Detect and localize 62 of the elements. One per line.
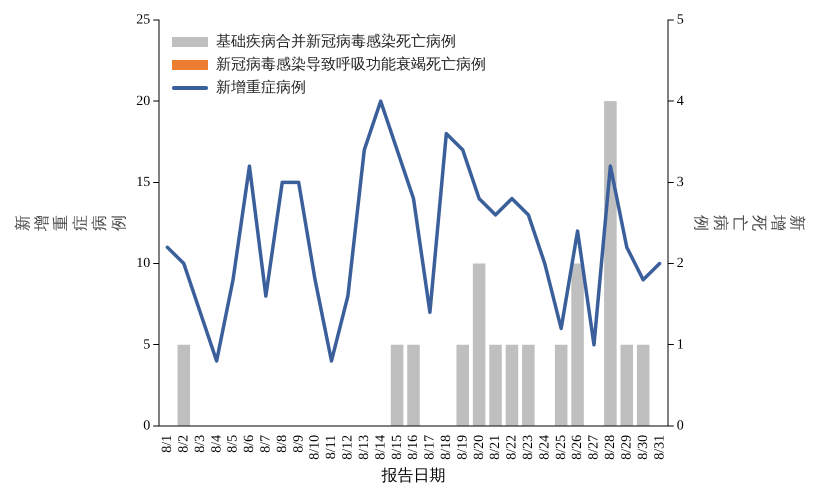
bar [407,344,420,426]
x-tick-label: 8/23 [521,434,536,460]
y-tick-label: 15 [136,175,150,190]
bar [522,344,535,426]
y2-tick-label: 5 [676,12,684,28]
x-tick-label: 8/22 [504,434,520,460]
x-tick-label: 8/10 [308,434,323,460]
y-tick-label: 10 [136,256,150,272]
x-tick-label: 8/11 [324,434,340,460]
y2-tick-label: 4 [676,94,684,109]
x-tick-label: 8/29 [619,434,634,460]
y-axis-title: 新增重症病例 [14,214,128,232]
x-tick-label: 8/5 [226,434,241,453]
bar [506,344,518,426]
bar [489,344,502,426]
bar [571,264,584,426]
y2-tick-label: 3 [676,175,684,190]
bar [456,344,469,426]
x-tick-label: 8/26 [570,434,586,460]
y-tick-label: 25 [136,12,150,28]
bar [620,344,634,426]
y-tick-label: 20 [136,94,150,109]
x-axis-title: 报告日期 [380,466,446,485]
x-tick-label: 8/8 [274,434,290,453]
y-tick-label: 5 [143,337,150,352]
y2-tick-label: 1 [676,337,684,352]
bar [636,344,650,426]
x-tick-label: 8/6 [242,434,258,453]
x-tick-label: 8/14 [373,434,388,460]
y2-tick-label: 0 [676,418,684,434]
x-tick-label: 8/13 [356,434,372,460]
x-tick-label: 8/1 [160,434,176,453]
x-tick-label: 8/28 [603,434,618,460]
x-tick-label: 8/31 [652,434,668,460]
y-tick-label: 0 [143,418,150,434]
x-tick-label: 8/15 [390,434,405,460]
x-tick-label: 8/25 [554,434,569,460]
legend-label: 新冠病毒感染导致呼吸功能衰竭死亡病例 [216,55,486,74]
x-tick-label: 8/21 [488,434,504,460]
x-tick-label: 8/16 [406,434,422,460]
x-tick-label: 8/7 [258,434,274,453]
x-tick-label: 8/20 [472,434,487,460]
x-tick-label: 8/19 [455,434,470,460]
bar [604,101,617,426]
x-tick-label: 8/24 [537,434,552,460]
x-tick-label: 8/27 [586,434,602,460]
x-tick-label: 8/2 [176,434,192,453]
x-tick-label: 8/9 [291,434,306,453]
x-tick-label: 8/18 [438,434,454,460]
x-tick-label: 8/30 [636,434,651,460]
bar [472,264,486,426]
y2-axis-title: 新增死亡病例 [692,214,806,231]
x-tick-label: 8/3 [192,434,208,453]
bar [554,344,568,426]
y2-tick-label: 2 [676,256,684,272]
x-tick-label: 8/4 [209,434,224,453]
bar [178,344,190,426]
bar [390,344,404,426]
x-tick-label: 8/12 [340,434,356,460]
x-tick-label: 8/17 [422,434,438,460]
legend-label: 新增重症病例 [216,78,306,97]
legend-label: 基础疾病合并新冠病毒感染死亡病例 [216,32,456,51]
